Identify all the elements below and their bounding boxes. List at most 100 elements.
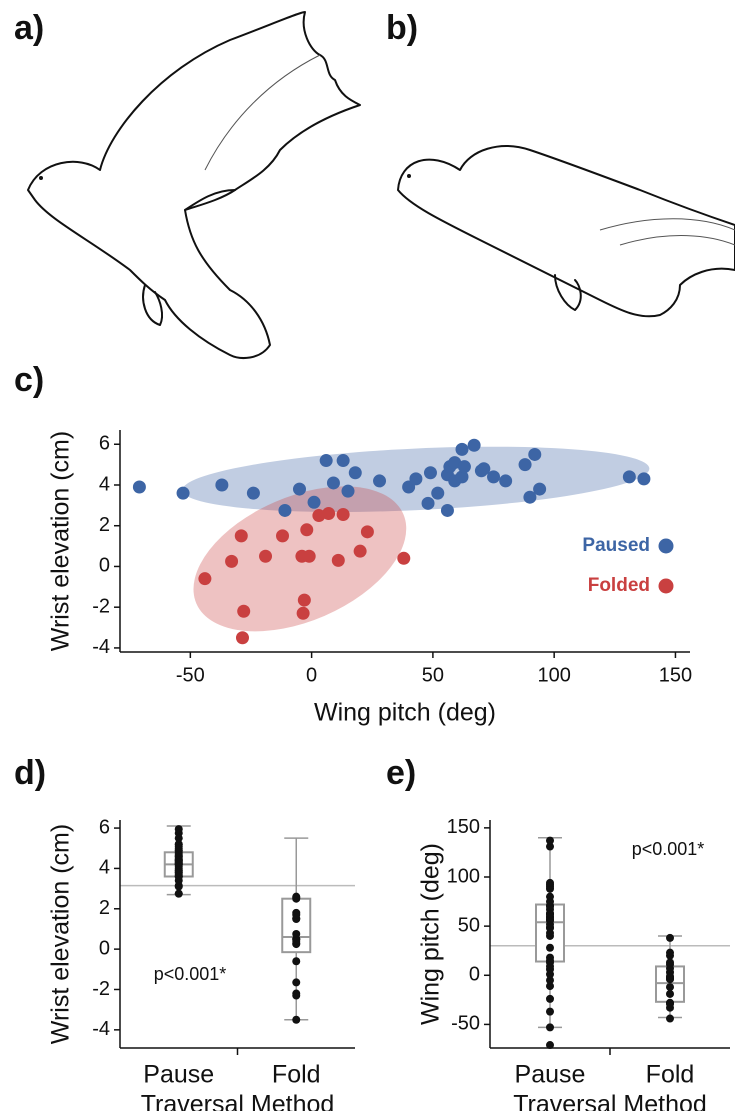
point <box>457 460 471 474</box>
point <box>523 490 537 504</box>
point <box>235 631 249 645</box>
point <box>546 1023 554 1032</box>
point <box>302 549 316 563</box>
point <box>487 470 501 484</box>
panel-label: a) <box>14 9 44 47</box>
point <box>666 933 674 942</box>
point <box>546 982 554 991</box>
box <box>281 897 312 954</box>
point <box>431 486 445 500</box>
point <box>409 472 423 486</box>
point <box>132 480 146 494</box>
point <box>666 989 674 998</box>
y-tick-label: 0 <box>99 555 110 577</box>
x-tick-label: 100 <box>537 664 570 686</box>
point <box>292 930 301 938</box>
point <box>307 495 321 509</box>
annotation: p<0.001* <box>154 964 227 984</box>
point <box>292 978 301 987</box>
point <box>546 994 554 1003</box>
x-tick-label: 150 <box>659 664 692 686</box>
point <box>300 523 314 537</box>
y-axis-label: Wrist elevation (cm) <box>47 824 75 1044</box>
point <box>421 496 435 510</box>
point <box>292 991 301 1000</box>
point <box>174 844 183 853</box>
point <box>353 544 367 558</box>
point <box>336 454 350 468</box>
point <box>292 957 301 966</box>
point <box>292 937 301 946</box>
point <box>336 508 350 522</box>
point <box>276 529 290 543</box>
bird-a <box>27 11 361 359</box>
point <box>455 470 469 484</box>
y-axis-label: Wrist elevation (cm) <box>47 431 75 651</box>
panel-label: d) <box>14 754 46 792</box>
point <box>373 474 387 488</box>
y-tick-label: 150 <box>447 816 480 838</box>
x-tick-label: -50 <box>176 664 205 686</box>
y-tick-label: 4 <box>99 473 110 495</box>
x-axis-label: Traversal Method <box>141 1091 335 1111</box>
point <box>546 962 554 971</box>
point <box>174 889 183 898</box>
point <box>666 999 674 1008</box>
y-axis-label: Wing pitch (deg) <box>417 843 445 1025</box>
panel-label: b) <box>386 9 418 47</box>
point <box>292 482 306 496</box>
x-tick-label: Fold <box>646 1061 695 1089</box>
point <box>296 606 310 620</box>
point <box>322 507 336 521</box>
y-tick-label: -4 <box>92 1018 110 1040</box>
annotation: p<0.001* <box>632 839 705 859</box>
point <box>477 462 491 476</box>
panel-label: c) <box>14 361 44 399</box>
x-tick-label: Fold <box>272 1061 321 1089</box>
point <box>292 893 301 902</box>
y-tick-label: 2 <box>99 514 110 536</box>
y-tick-label: 6 <box>99 433 110 455</box>
y-tick-label: -50 <box>451 1013 480 1035</box>
point <box>331 553 345 567</box>
point <box>278 503 292 517</box>
x-tick-label: 0 <box>306 664 317 686</box>
point <box>666 1014 674 1023</box>
point <box>637 472 651 486</box>
point <box>259 549 273 563</box>
point <box>666 983 674 992</box>
x-tick-label: Pause <box>515 1061 586 1089</box>
point <box>533 482 547 496</box>
point <box>174 834 183 843</box>
point <box>341 484 355 498</box>
point <box>174 876 183 885</box>
point <box>348 466 362 480</box>
legend-label: Paused <box>582 535 650 556</box>
point <box>666 948 674 957</box>
point <box>455 442 469 456</box>
point <box>666 958 674 967</box>
point <box>326 476 340 490</box>
point <box>397 551 411 565</box>
point <box>499 474 513 488</box>
point <box>174 868 183 877</box>
legend-label: Folded <box>588 575 650 596</box>
point <box>546 1007 554 1016</box>
y-tick-label: -2 <box>92 595 110 617</box>
y-tick-label: 4 <box>99 857 110 879</box>
point <box>234 529 248 543</box>
point <box>546 976 554 985</box>
point <box>246 486 260 500</box>
x-axis-label: Wing pitch (deg) <box>314 699 496 727</box>
point <box>546 836 554 845</box>
point <box>546 892 554 901</box>
y-tick-label: 0 <box>99 937 110 959</box>
point <box>440 503 454 517</box>
x-tick-label: 50 <box>422 664 444 686</box>
x-tick-label: Pause <box>143 1061 214 1089</box>
point <box>360 525 374 539</box>
point <box>467 438 481 452</box>
point <box>292 910 301 919</box>
bird-b <box>397 145 735 318</box>
